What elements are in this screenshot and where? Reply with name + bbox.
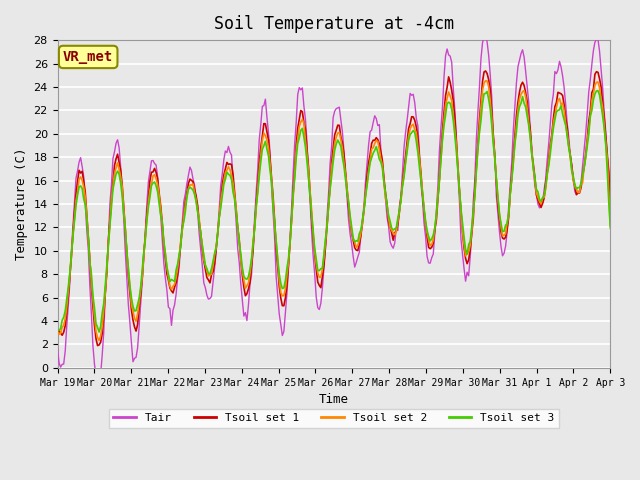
Tsoil set 2 [220, 178, 228, 184]
Tair [482, 30, 490, 36]
Tsoil set 2 [297, 119, 305, 125]
Tsoil set 3 [95, 329, 103, 335]
Line: Tsoil set 1: Tsoil set 1 [58, 71, 611, 346]
Tsoil set 1 [239, 272, 246, 278]
Tsoil set 2 [248, 259, 255, 264]
Tsoil set 2 [95, 337, 103, 343]
Line: Tsoil set 3: Tsoil set 3 [58, 91, 611, 332]
X-axis label: Time: Time [319, 393, 349, 406]
Tsoil set 1 [607, 217, 614, 223]
Tsoil set 1 [579, 173, 586, 179]
Tsoil set 3 [220, 181, 228, 187]
Tsoil set 3 [297, 128, 305, 133]
Text: VR_met: VR_met [63, 50, 113, 64]
Tair [220, 157, 228, 163]
Tsoil set 2 [482, 78, 490, 84]
Tair [579, 163, 586, 168]
Tsoil set 2 [239, 268, 246, 274]
Tsoil set 3 [607, 225, 614, 231]
Tsoil set 2 [579, 180, 586, 186]
Title: Soil Temperature at -4cm: Soil Temperature at -4cm [214, 15, 454, 33]
Tair [248, 272, 255, 277]
Line: Tsoil set 2: Tsoil set 2 [58, 81, 611, 340]
Tsoil set 1 [297, 108, 305, 113]
Tair [54, 345, 61, 351]
Tsoil set 2 [54, 328, 61, 334]
Tsoil set 1 [220, 172, 228, 178]
Tsoil set 3 [248, 255, 255, 261]
Tsoil set 3 [54, 328, 61, 334]
Tsoil set 1 [123, 249, 131, 254]
Tsoil set 2 [607, 223, 614, 229]
Tsoil set 2 [123, 249, 131, 255]
Tsoil set 3 [123, 249, 131, 254]
Tair [607, 192, 614, 198]
Tair [93, 384, 101, 390]
Tsoil set 3 [239, 264, 246, 270]
Tsoil set 1 [54, 330, 61, 336]
Tair [239, 297, 246, 302]
Line: Tair: Tair [58, 33, 611, 387]
Y-axis label: Temperature (C): Temperature (C) [15, 148, 28, 260]
Tsoil set 1 [248, 263, 255, 269]
Tair [123, 276, 131, 281]
Legend: Tair, Tsoil set 1, Tsoil set 2, Tsoil set 3: Tair, Tsoil set 1, Tsoil set 2, Tsoil se… [109, 409, 559, 428]
Tair [297, 87, 305, 93]
Tsoil set 1 [482, 68, 490, 74]
Tsoil set 3 [577, 180, 585, 186]
Tsoil set 1 [93, 343, 101, 348]
Tsoil set 3 [594, 88, 602, 94]
